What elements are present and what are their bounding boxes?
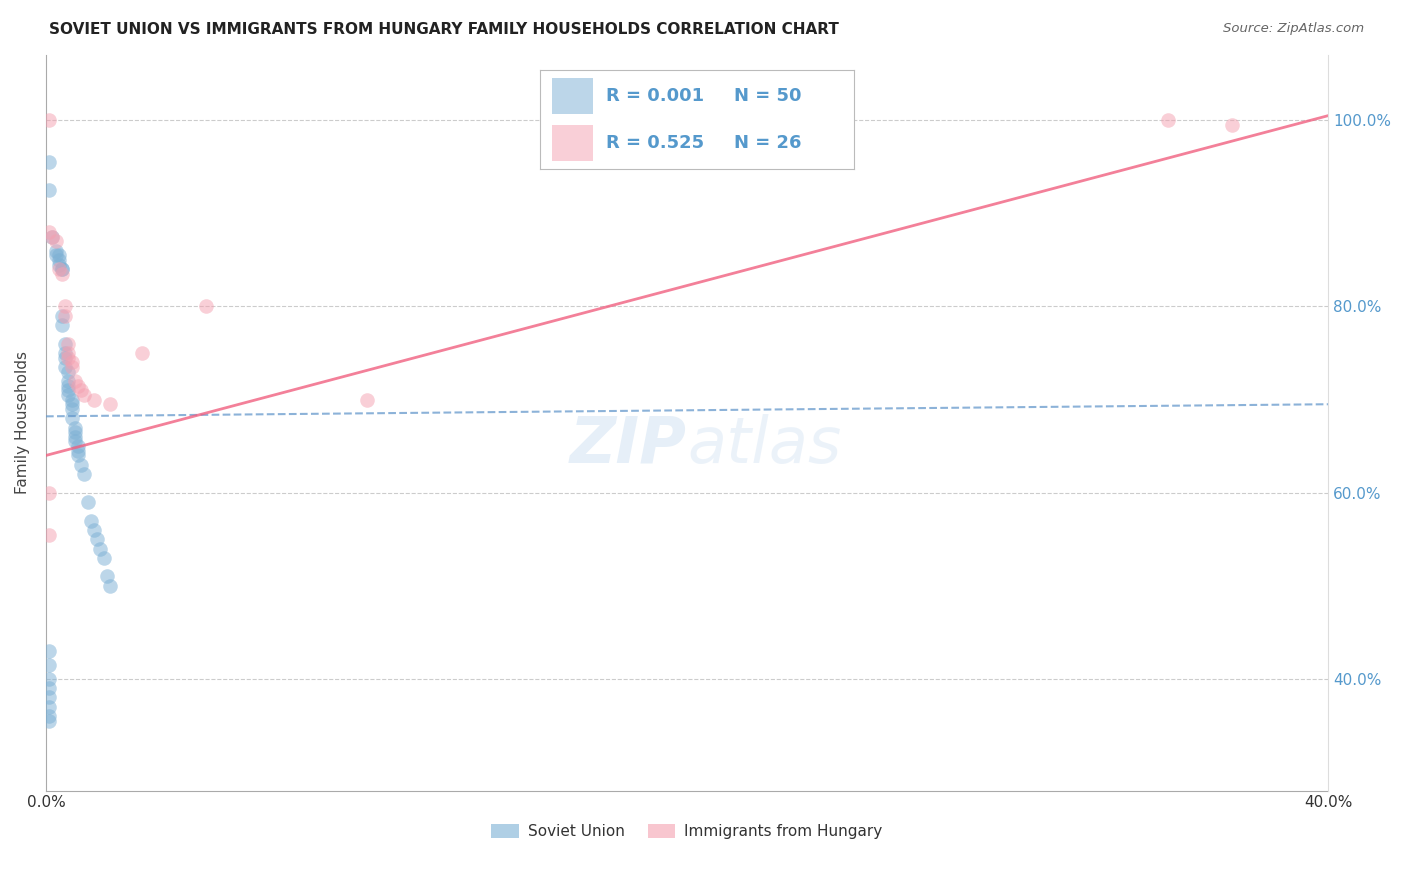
Point	[38, 681, 60, 695]
Point	[70, 384, 93, 398]
Point	[58, 388, 80, 402]
Point	[93, 550, 115, 565]
Legend: Soviet Union, Immigrants from Hungary: Soviet Union, Immigrants from Hungary	[485, 818, 889, 846]
Point	[70, 458, 93, 472]
Point	[66, 378, 89, 392]
Point	[38, 690, 60, 705]
Point	[66, 439, 89, 453]
Text: atlas: atlas	[688, 414, 841, 476]
Point	[60, 401, 83, 416]
Point	[51, 262, 73, 277]
Point	[73, 388, 96, 402]
Point	[80, 514, 103, 528]
Point	[58, 384, 80, 398]
Point	[58, 374, 80, 388]
Point	[58, 336, 80, 351]
Point	[41, 229, 63, 244]
Point	[58, 351, 80, 365]
Point	[1220, 118, 1243, 132]
Point	[38, 485, 60, 500]
Point	[66, 443, 89, 458]
Point	[131, 346, 153, 360]
Point	[38, 155, 60, 169]
Point	[41, 229, 63, 244]
Point	[38, 699, 60, 714]
Point	[38, 644, 60, 658]
Point	[60, 359, 83, 374]
Point	[60, 392, 83, 407]
Text: SOVIET UNION VS IMMIGRANTS FROM HUNGARY FAMILY HOUSEHOLDS CORRELATION CHART: SOVIET UNION VS IMMIGRANTS FROM HUNGARY …	[49, 22, 839, 37]
Text: ZIP: ZIP	[569, 414, 688, 476]
Point	[38, 657, 60, 672]
Point	[58, 378, 80, 392]
Point	[53, 309, 76, 323]
Point	[45, 248, 67, 262]
Point	[53, 351, 76, 365]
Point	[38, 225, 60, 239]
Point	[63, 420, 86, 434]
Point	[45, 244, 67, 258]
Point	[38, 672, 60, 686]
Point	[53, 359, 76, 374]
Point	[38, 714, 60, 728]
Point	[63, 434, 86, 449]
Point	[63, 374, 86, 388]
Y-axis label: Family Households: Family Households	[15, 351, 30, 494]
Point	[89, 541, 111, 556]
Point	[73, 467, 96, 481]
Point	[45, 235, 67, 249]
Point	[38, 709, 60, 723]
Point	[60, 355, 83, 369]
Point	[83, 523, 105, 537]
Point	[53, 336, 76, 351]
Point	[48, 262, 70, 277]
Point	[98, 579, 121, 593]
Point	[96, 569, 118, 583]
Point	[63, 430, 86, 444]
Point	[48, 258, 70, 272]
Point	[83, 392, 105, 407]
Point	[98, 397, 121, 411]
Point	[38, 527, 60, 541]
Point	[58, 365, 80, 379]
Point	[66, 449, 89, 463]
Point	[86, 533, 108, 547]
Point	[356, 392, 378, 407]
Point	[38, 113, 60, 128]
Point	[51, 309, 73, 323]
Point	[76, 495, 98, 509]
Point	[38, 183, 60, 197]
Text: Source: ZipAtlas.com: Source: ZipAtlas.com	[1223, 22, 1364, 36]
Point	[51, 318, 73, 332]
Point	[48, 252, 70, 267]
Point	[53, 300, 76, 314]
Point	[63, 425, 86, 439]
Point	[51, 262, 73, 277]
Point	[51, 267, 73, 281]
Point	[58, 346, 80, 360]
Point	[1157, 113, 1180, 128]
Point	[195, 300, 218, 314]
Point	[60, 397, 83, 411]
Point	[60, 411, 83, 425]
Point	[48, 248, 70, 262]
Point	[53, 346, 76, 360]
